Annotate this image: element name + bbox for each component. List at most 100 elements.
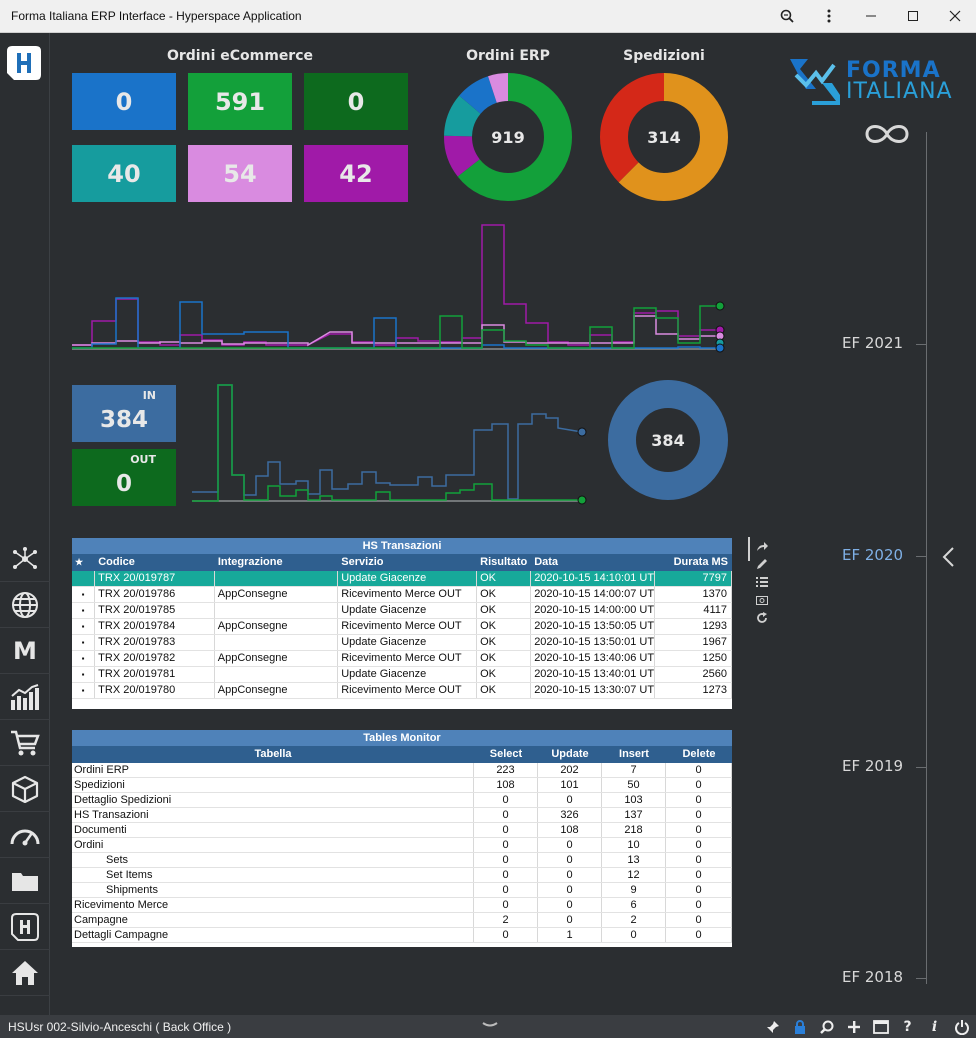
infinity-icon[interactable] xyxy=(862,121,912,147)
table-row[interactable]: ▪ TRX 20/019784 AppConsegne Ricevimento Mer… xyxy=(72,619,732,635)
m-icon[interactable]: M xyxy=(0,628,50,674)
table-cell: 218 xyxy=(602,823,666,837)
table-cell: 1293 xyxy=(655,619,732,634)
list-icon[interactable] xyxy=(748,573,776,591)
tables-monitor-header: Tabella Select Update Insert Delete xyxy=(72,746,732,763)
zoom-icon[interactable] xyxy=(766,0,808,33)
out-tile[interactable]: OUT 0 xyxy=(72,449,176,506)
table-row[interactable]: Set Items 0 0 12 0 xyxy=(72,868,732,883)
timeline-year[interactable]: EF 2018 xyxy=(842,968,904,986)
in-tile[interactable]: IN 384 xyxy=(72,385,176,442)
window-title: Forma Italiana ERP Interface - Hyperspac… xyxy=(11,9,302,23)
timeline-year[interactable]: EF 2020 xyxy=(842,546,904,564)
table-cell: Update Giacenze xyxy=(338,635,478,650)
add-icon[interactable] xyxy=(843,1017,864,1036)
table-row[interactable]: ▪ TRX 20/019783 Update Giacenze OK 2020-10-1… xyxy=(72,635,732,651)
ecommerce-tile[interactable]: 54 xyxy=(188,145,292,202)
brand-name-line2: ITALIANA xyxy=(846,79,953,104)
ecommerce-tile[interactable]: 0 xyxy=(72,73,176,130)
column-header[interactable]: Servizio xyxy=(341,556,384,568)
column-header[interactable]: Update xyxy=(551,748,589,760)
column-header[interactable]: Data xyxy=(534,556,559,568)
table-row[interactable]: ▪ TRX 20/019786 AppConsegne Ricevimento Mer… xyxy=(72,587,732,603)
ecommerce-tile[interactable]: 591 xyxy=(188,73,292,130)
more-menu-icon[interactable] xyxy=(808,0,850,33)
globe-icon[interactable] xyxy=(0,582,50,628)
table-row[interactable]: ▪ TRX 20/019780 AppConsegne Ricevimento Mer… xyxy=(72,683,732,699)
info-icon[interactable]: i xyxy=(931,1018,938,1035)
table-row[interactable]: ▪ TRX 20/019785 Update Giacenze OK 2020-10-1… xyxy=(72,603,732,619)
ecommerce-tile[interactable]: 42 xyxy=(304,145,408,202)
table-row[interactable]: Spedizioni 108 101 50 0 xyxy=(72,778,732,793)
edit-icon[interactable] xyxy=(748,555,776,573)
column-header[interactable]: Codice xyxy=(98,556,135,568)
minimize-button[interactable] xyxy=(850,0,892,33)
table-row[interactable]: ▪ TRX 20/019782 AppConsegne Ricevimento Mer… xyxy=(72,651,732,667)
table-row[interactable]: TRX 20/019787 Update Giacenze OK 2020-10-15… xyxy=(72,571,732,587)
table-cell: Dettaglio Spedizioni xyxy=(72,793,474,807)
table-row[interactable]: Campagne 2 0 2 0 xyxy=(72,913,732,928)
collapse-panel-chevron-icon[interactable] xyxy=(941,546,955,568)
table-cell xyxy=(215,635,339,650)
spedizioni-total: 314 xyxy=(647,127,681,147)
refresh-icon[interactable] xyxy=(748,609,776,627)
ordini-erp-segment[interactable] xyxy=(444,73,572,201)
inout-donut-total: 384 xyxy=(651,430,685,450)
table-row[interactable]: Ordini ERP 223 202 7 0 xyxy=(72,763,732,778)
network-icon[interactable] xyxy=(0,536,50,582)
table-row[interactable]: Dettagli Campagne 0 1 0 0 xyxy=(72,928,732,943)
table-row[interactable]: Sets 0 0 13 0 xyxy=(72,853,732,868)
chart-icon[interactable] xyxy=(0,674,50,720)
column-header[interactable]: Select xyxy=(489,748,523,760)
cart-icon[interactable] xyxy=(0,720,50,766)
column-header[interactable]: Risultato xyxy=(480,556,528,568)
table-cell: 1370 xyxy=(655,587,732,602)
ecommerce-tile[interactable]: 40 xyxy=(72,145,176,202)
ordini-erp-segment[interactable] xyxy=(444,73,572,201)
box-icon[interactable] xyxy=(0,766,50,812)
table-cell: 1967 xyxy=(655,635,732,650)
hs-table-scrollbar[interactable] xyxy=(748,537,750,561)
search-icon[interactable] xyxy=(816,1017,837,1036)
inout-donut[interactable]: 384 xyxy=(608,380,728,500)
spedizioni-donut[interactable]: 314 xyxy=(600,73,728,201)
column-header[interactable]: Integrazione xyxy=(217,556,283,568)
ecommerce-tile[interactable]: 0 xyxy=(304,73,408,130)
column-header[interactable]: Insert xyxy=(619,748,649,760)
table-row[interactable]: Ricevimento Merce 0 0 6 0 xyxy=(72,898,732,913)
column-header[interactable]: Tabella xyxy=(254,748,292,760)
close-button[interactable] xyxy=(934,0,976,33)
pin-icon[interactable] xyxy=(762,1017,783,1036)
table-cell: Ordini xyxy=(72,838,474,852)
maximize-button[interactable] xyxy=(892,0,934,33)
table-cell: 0 xyxy=(538,868,602,882)
gauge-icon[interactable] xyxy=(0,812,50,858)
camera-icon[interactable] xyxy=(748,591,776,609)
share-icon[interactable] xyxy=(748,537,776,555)
column-header[interactable]: Delete xyxy=(682,748,716,760)
row-marker-icon: ▪ xyxy=(72,683,96,698)
timeline-year[interactable]: EF 2021 xyxy=(842,334,904,352)
table-cell: 0 xyxy=(474,823,538,837)
ordini-erp-donut[interactable]: 919 xyxy=(444,73,572,201)
timeline-year[interactable]: EF 2019 xyxy=(842,757,904,775)
home-icon[interactable] xyxy=(0,950,50,996)
table-row[interactable]: Ordini 0 0 10 0 xyxy=(72,838,732,853)
lock-icon[interactable] xyxy=(789,1017,810,1036)
column-header[interactable]: Durata MS xyxy=(673,556,728,568)
table-cell: TRX 20/019783 xyxy=(95,635,215,650)
power-icon[interactable] xyxy=(951,1017,972,1036)
table-row[interactable]: ▪ TRX 20/019781 Update Giacenze OK 2020-10-1… xyxy=(72,667,732,683)
app-logo-icon[interactable] xyxy=(6,45,42,81)
spedizioni-segment[interactable] xyxy=(600,73,728,201)
window-icon[interactable] xyxy=(870,1017,891,1036)
expand-handle-icon[interactable] xyxy=(482,1017,498,1033)
table-row[interactable]: Dettaglio Spedizioni 0 0 103 0 xyxy=(72,793,732,808)
help-icon[interactable]: ? xyxy=(903,1018,912,1035)
table-row[interactable]: Shipments 0 0 9 0 xyxy=(72,883,732,898)
table-row[interactable]: Documenti 0 108 218 0 xyxy=(72,823,732,838)
table-row[interactable]: HS Transazioni 0 326 137 0 xyxy=(72,808,732,823)
row-marker-icon: ▪ xyxy=(72,667,96,682)
folder-icon[interactable] xyxy=(0,858,50,904)
h-logo-icon[interactable] xyxy=(0,904,50,950)
